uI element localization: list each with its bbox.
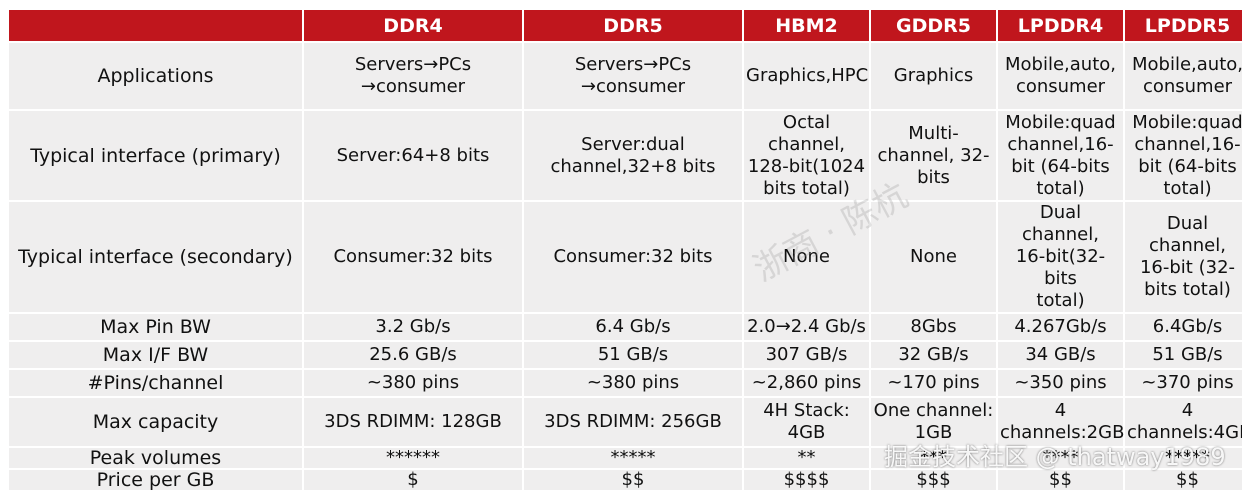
table-cell: $$ (1125, 470, 1242, 490)
table-cell: Mobile,auto, consumer (1125, 43, 1242, 109)
table-cell: 6.4Gb/s (1125, 314, 1242, 340)
header-corner-cell (9, 10, 302, 41)
table-cell: None (744, 202, 869, 312)
table-cell: 51 GB/s (524, 342, 742, 368)
table-cell: $$$$ (744, 470, 869, 490)
table-cell: Servers→PCs →consumer (304, 43, 522, 109)
column-header-lpddr4: LPDDR4 (998, 10, 1123, 41)
table-cell: 51 GB/s (1125, 342, 1242, 368)
row-label: Applications (9, 43, 302, 109)
table-row: Typical interface (secondary) Consumer:32… (9, 202, 1242, 312)
table-cell: Multi- channel, 32- bits (871, 111, 996, 200)
table-cell: Servers→PCs →consumer (524, 43, 742, 109)
table-cell: $$ (998, 470, 1123, 490)
row-label: Typical interface (primary) (9, 111, 302, 200)
table-row: Peak volumes ****** ***** ** *** **** ***** (9, 448, 1242, 468)
table-cell: ***** (1125, 448, 1242, 468)
table-cell: 25.6 GB/s (304, 342, 522, 368)
row-label: #Pins/channel (9, 370, 302, 396)
table-cell: 4.267Gb/s (998, 314, 1123, 340)
table-cell: Server:64+8 bits (304, 111, 522, 200)
table-cell: None (871, 202, 996, 312)
table-cell: 4 channels:4GB (1125, 398, 1242, 446)
table-cell: ~370 pins (1125, 370, 1242, 396)
table-cell: *** (871, 448, 996, 468)
header-row: DDR4 DDR5 HBM2 GDDR5 LPDDR4 LPDDR5 (9, 10, 1242, 41)
table-cell: Server:dual channel,32+8 bits (524, 111, 742, 200)
table-cell: 3DS RDIMM: 256GB (524, 398, 742, 446)
column-header-ddr4: DDR4 (304, 10, 522, 41)
table-cell: $$$ (871, 470, 996, 490)
table-cell: Consumer:32 bits (304, 202, 522, 312)
table-cell: 34 GB/s (998, 342, 1123, 368)
table-cell: 4 channels:2GB (998, 398, 1124, 446)
memory-comparison-table: DDR4 DDR5 HBM2 GDDR5 LPDDR4 LPDDR5 Applicatio… (7, 8, 1242, 492)
table-cell: ~2,860 pins (744, 370, 869, 396)
column-header-ddr5: DDR5 (524, 10, 742, 41)
table-cell: Mobile,auto, consumer (998, 43, 1123, 109)
row-label: Max Pin BW (9, 314, 302, 340)
table-body: Applications Servers→PCs →consumer Servers… (9, 43, 1242, 490)
table-cell: Graphics,HPC (744, 43, 869, 109)
column-header-gddr5: GDDR5 (871, 10, 996, 41)
table-cell: ****** (304, 448, 522, 468)
table-cell: $ (304, 470, 522, 490)
table-cell: Octal channel, 128-bit(1024 bits total) (744, 111, 869, 200)
table-row: Price per GB $ $$ $$$$ $$$ $$ $$ (9, 470, 1242, 490)
table-cell: Dual channel, 16-bit (32- bits total) (1125, 202, 1242, 312)
table-cell: Dual channel, 16-bit(32-bits total) (998, 202, 1123, 312)
table-cell: Mobile:quad channel,16- bit (64-bits tot… (998, 111, 1123, 200)
table-cell: ~350 pins (998, 370, 1123, 396)
row-label: Peak volumes (9, 448, 302, 468)
row-label: Price per GB (9, 470, 302, 490)
table-cell: ~380 pins (524, 370, 742, 396)
table-row: Max I/F BW 25.6 GB/s 51 GB/s 307 GB/s 32 GB/… (9, 342, 1242, 368)
table-cell: 2.0→2.4 Gb/s (744, 314, 869, 340)
table-cell: Consumer:32 bits (524, 202, 742, 312)
table-cell: $$ (524, 470, 742, 490)
table-cell: ~380 pins (304, 370, 522, 396)
table-cell: ***** (524, 448, 742, 468)
table-cell: 8Gbs (871, 314, 996, 340)
table-cell: 4H Stack: 4GB (744, 398, 869, 446)
table-row: #Pins/channel ~380 pins ~380 pins ~2,860 pi… (9, 370, 1242, 396)
table-cell: 3.2 Gb/s (304, 314, 522, 340)
table-cell: 307 GB/s (744, 342, 869, 368)
table-cell: Mobile:quad channel,16- bit (64-bits tot… (1125, 111, 1242, 200)
row-label: Typical interface (secondary) (9, 202, 302, 312)
column-header-lpddr5: LPDDR5 (1125, 10, 1242, 41)
table-cell: 32 GB/s (871, 342, 996, 368)
table-row: Applications Servers→PCs →consumer Servers… (9, 43, 1242, 109)
comparison-table-wrapper: DDR4 DDR5 HBM2 GDDR5 LPDDR4 LPDDR5 Applicatio… (7, 8, 1242, 492)
table-row: Max capacity 3DS RDIMM: 128GB 3DS RDIMM: 2… (9, 398, 1242, 446)
table-cell: Graphics (871, 43, 996, 109)
table-cell: ~170 pins (871, 370, 996, 396)
table-cell: 6.4 Gb/s (524, 314, 742, 340)
table-cell: **** (998, 448, 1123, 468)
table-cell: 3DS RDIMM: 128GB (304, 398, 522, 446)
table-cell: One channel: 1GB (871, 398, 996, 446)
table-row: Max Pin BW 3.2 Gb/s 6.4 Gb/s 2.0→2.4 Gb/s 8G… (9, 314, 1242, 340)
table-row: Typical interface (primary) Server:64+8 b… (9, 111, 1242, 200)
row-label: Max I/F BW (9, 342, 302, 368)
table-cell: ** (744, 448, 869, 468)
column-header-hbm2: HBM2 (744, 10, 869, 41)
row-label: Max capacity (9, 398, 302, 446)
